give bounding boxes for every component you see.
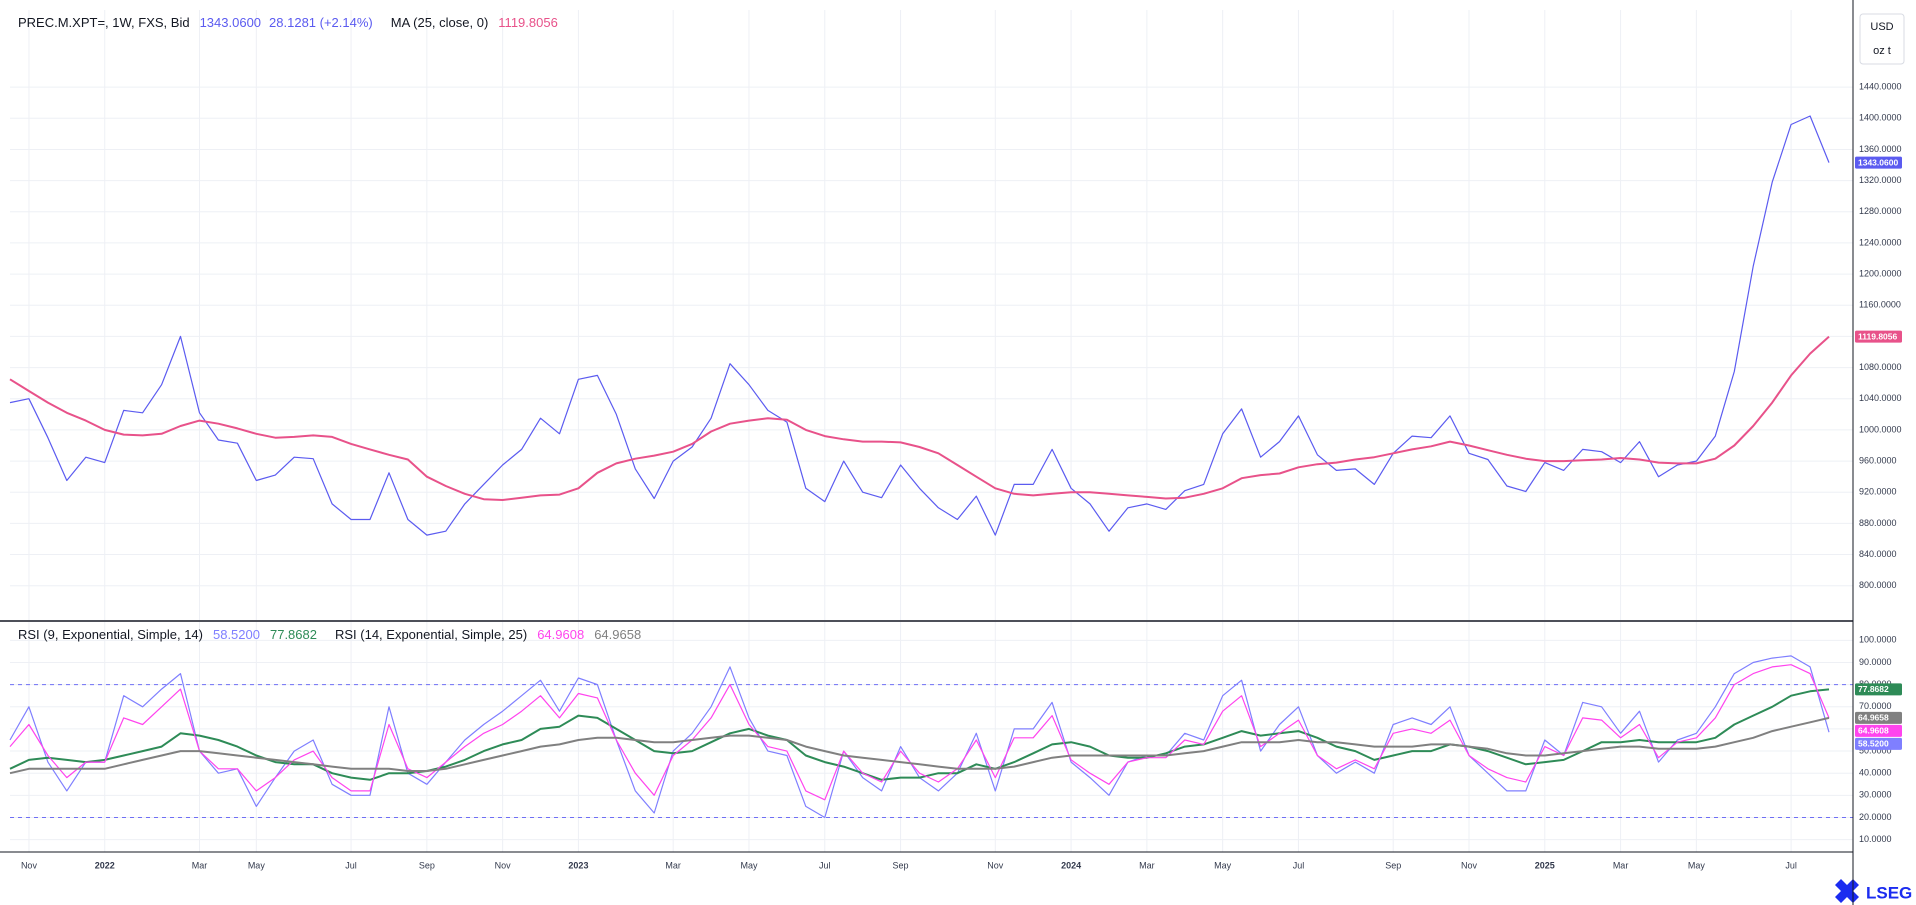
price-badge-label: 77.8682 <box>1858 684 1889 694</box>
x-tick-label: May <box>740 860 758 870</box>
x-tick-label: 2022 <box>95 860 115 870</box>
y-tick-label: 960.0000 <box>1859 455 1897 465</box>
x-tick-label: 2024 <box>1061 860 1081 870</box>
y-tick-label: 1400.0000 <box>1859 113 1902 123</box>
series-line <box>9 335 1830 501</box>
x-tick-label: May <box>1214 860 1232 870</box>
legend-text: PREC.M.XPT=, 1W, FXS, Bid <box>18 15 190 30</box>
y-tick-label: 800.0000 <box>1859 580 1897 590</box>
y-tick-label: 840.0000 <box>1859 549 1897 559</box>
legend-text: 1343.0600 <box>200 15 261 30</box>
y-tick-label: 1080.0000 <box>1859 362 1902 372</box>
x-tick-label: Jul <box>345 860 357 870</box>
price-badge <box>1855 724 1902 737</box>
x-tick-label: 2025 <box>1535 860 1555 870</box>
price-badge-label: 1343.0600 <box>1858 157 1898 167</box>
price-badge <box>1855 683 1902 696</box>
price-badge <box>1855 711 1902 724</box>
x-tick-label: Mar <box>1613 860 1629 870</box>
series-line <box>9 115 1830 536</box>
y-tick-label: 20.0000 <box>1859 812 1892 822</box>
x-tick-label: Nov <box>987 860 1004 870</box>
y-tick-label: 100.0000 <box>1859 635 1897 645</box>
legend-text: 64.9608 <box>537 627 584 642</box>
x-tick-label: Sep <box>1385 860 1401 870</box>
x-tick-label: Mar <box>1139 860 1155 870</box>
legend-text: 28.1281 (+2.14%) <box>269 15 373 30</box>
y-tick-label: 1000.0000 <box>1859 424 1902 434</box>
legend-text: 64.9658 <box>594 627 641 642</box>
legend-text: MA (25, close, 0) <box>391 15 489 30</box>
price-badge-label: 1119.8056 <box>1858 331 1898 341</box>
unit-label: USD <box>1870 21 1893 33</box>
x-tick-label: Nov <box>1461 860 1478 870</box>
y-tick-label: 920.0000 <box>1859 487 1897 497</box>
price-badge-label: 58.5200 <box>1858 739 1889 749</box>
legend-text: 58.5200 <box>213 627 260 642</box>
legend-text: 77.8682 <box>270 627 317 642</box>
unit-label: oz t <box>1873 45 1891 57</box>
legend-text: RSI (9, Exponential, Simple, 14) <box>18 627 203 642</box>
x-tick-label: Jul <box>1785 860 1797 870</box>
legend: RSI (9, Exponential, Simple, 14) 58.5200 7… <box>18 627 641 642</box>
x-tick-label: Sep <box>419 860 435 870</box>
y-tick-label: 90.0000 <box>1859 657 1892 667</box>
brand-name: LSEG <box>1866 883 1912 902</box>
y-tick-label: 1200.0000 <box>1859 268 1902 278</box>
x-tick-label: Nov <box>495 860 512 870</box>
x-tick-label: Nov <box>21 860 38 870</box>
price-badge-label: 64.9608 <box>1858 726 1889 736</box>
price-badge-label: 64.9658 <box>1858 713 1889 723</box>
x-tick-label: Sep <box>893 860 909 870</box>
y-tick-label: 50.0000 <box>1859 745 1892 755</box>
y-tick-label: 1240.0000 <box>1859 237 1902 247</box>
y-tick-label: 10.0000 <box>1859 834 1892 844</box>
y-tick-label: 1040.0000 <box>1859 393 1902 403</box>
legend: PREC.M.XPT=, 1W, FXS, Bid 1343.0600 28.128… <box>18 15 558 30</box>
series-line <box>9 664 1830 801</box>
y-tick-label: 1320.0000 <box>1859 175 1902 185</box>
y-tick-label: 30.0000 <box>1859 790 1892 800</box>
x-tick-label: May <box>1688 860 1706 870</box>
x-tick-label: Jul <box>819 860 831 870</box>
price-badge <box>1855 156 1902 169</box>
x-tick-label: May <box>248 860 266 870</box>
legend-text: 1119.8056 <box>498 15 558 30</box>
x-tick-label: 2023 <box>568 860 588 870</box>
series-line <box>9 716 1830 775</box>
x-tick-label: Jul <box>1293 860 1305 870</box>
x-tick-label: Mar <box>665 860 681 870</box>
x-tick-label: Mar <box>192 860 208 870</box>
price-badge <box>1855 737 1902 750</box>
y-tick-label: 1280.0000 <box>1859 206 1902 216</box>
y-tick-label: 1360.0000 <box>1859 144 1902 154</box>
y-tick-label: 880.0000 <box>1859 518 1897 528</box>
y-tick-label: 1160.0000 <box>1859 300 1901 310</box>
y-tick-label: 1440.0000 <box>1859 82 1902 92</box>
unit-box <box>1859 13 1905 65</box>
y-tick-label: 70.0000 <box>1859 701 1892 711</box>
legend-text: RSI (14, Exponential, Simple, 25) <box>335 627 527 642</box>
price-badge <box>1855 330 1902 343</box>
y-tick-label: 40.0000 <box>1859 768 1892 778</box>
